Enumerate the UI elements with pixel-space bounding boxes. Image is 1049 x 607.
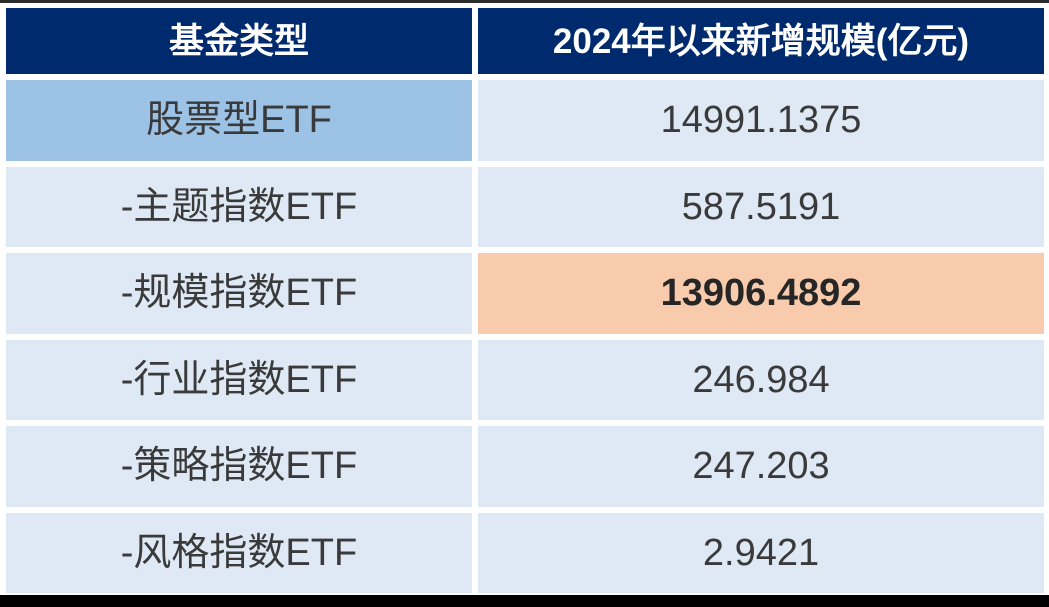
top-border-line xyxy=(0,0,1049,3)
table-row-style-index-etf: -风格指数ETF 2.9421 xyxy=(6,512,1044,593)
header-cell-new-scale: 2024年以来新增规模(亿元) xyxy=(478,8,1044,74)
fund-type-cell: -风格指数ETF xyxy=(6,512,472,593)
bottom-border-bar xyxy=(0,595,1049,607)
fund-type-cell: -策略指数ETF xyxy=(6,426,472,507)
scale-value-cell: 587.5191 xyxy=(478,166,1044,247)
fund-type-cell: 股票型ETF xyxy=(6,80,472,161)
table-row-theme-index-etf: -主题指数ETF 587.5191 xyxy=(6,166,1044,247)
etf-scale-table: 基金类型 2024年以来新增规模(亿元) 股票型ETF 14991.1375 -… xyxy=(6,8,1044,593)
scale-value-cell: 2.9421 xyxy=(478,512,1044,593)
fund-type-cell: -主题指数ETF xyxy=(6,166,472,247)
header-cell-fund-type: 基金类型 xyxy=(6,8,472,74)
table-header-row: 基金类型 2024年以来新增规模(亿元) xyxy=(6,8,1044,74)
table-row-sector-index-etf: -行业指数ETF 246.984 xyxy=(6,339,1044,420)
table-row-equity-etf: 股票型ETF 14991.1375 xyxy=(6,80,1044,161)
scale-value-cell: 14991.1375 xyxy=(478,80,1044,161)
fund-type-cell: -行业指数ETF xyxy=(6,339,472,420)
fund-type-cell: -规模指数ETF xyxy=(6,253,472,334)
scale-value-cell: 246.984 xyxy=(478,339,1044,420)
scale-value-cell: 247.203 xyxy=(478,426,1044,507)
scale-value-cell-highlighted: 13906.4892 xyxy=(478,253,1044,334)
table-row-strategy-index-etf: -策略指数ETF 247.203 xyxy=(6,426,1044,507)
table-row-size-index-etf: -规模指数ETF 13906.4892 xyxy=(6,253,1044,334)
